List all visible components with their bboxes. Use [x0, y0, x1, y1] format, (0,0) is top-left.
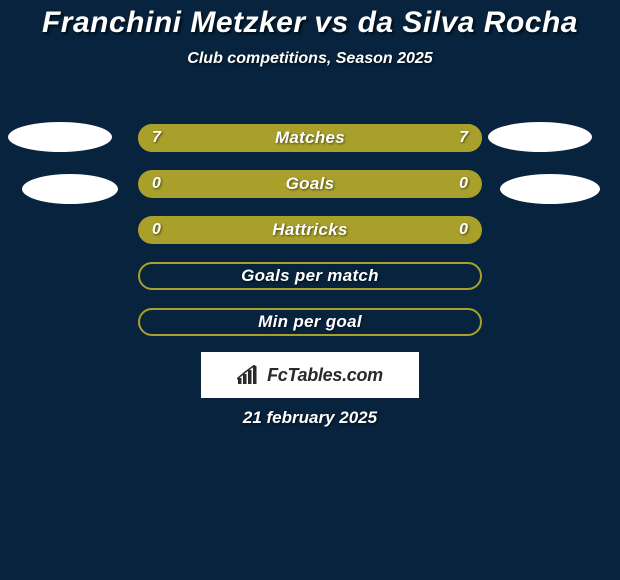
stat-row: Goals 0 0 — [138, 170, 482, 198]
stat-value-right: 0 — [459, 175, 468, 193]
stat-value-right: 7 — [459, 129, 468, 147]
stat-row: Min per goal — [138, 308, 482, 336]
subtitle: Club competitions, Season 2025 — [0, 50, 620, 68]
stat-label: Hattricks — [272, 220, 347, 240]
stats-table: Matches 7 7 Goals 0 0 Hattricks 0 0 Goals per mat… — [138, 124, 482, 354]
stat-value-left: 0 — [152, 175, 161, 193]
stat-value-left: 0 — [152, 221, 161, 239]
stat-row: Matches 7 7 — [138, 124, 482, 152]
stat-label: Goals per match — [241, 266, 379, 286]
stat-row: Goals per match — [138, 262, 482, 290]
date-caption: 21 february 2025 — [0, 408, 620, 428]
stat-label: Matches — [275, 128, 345, 148]
stat-label: Min per goal — [258, 312, 362, 332]
team-badge — [500, 174, 600, 204]
bar-chart-icon — [237, 365, 263, 385]
stat-value-right: 0 — [459, 221, 468, 239]
team-badge — [22, 174, 118, 204]
stat-value-left: 7 — [152, 129, 161, 147]
team-badge — [8, 122, 112, 152]
page-title: Franchini Metzker vs da Silva Rocha — [0, 0, 620, 40]
stat-row: Hattricks 0 0 — [138, 216, 482, 244]
brand-box: FcTables.com — [201, 352, 419, 398]
stat-label: Goals — [286, 174, 335, 194]
team-badge — [488, 122, 592, 152]
brand-text: FcTables.com — [267, 365, 383, 386]
